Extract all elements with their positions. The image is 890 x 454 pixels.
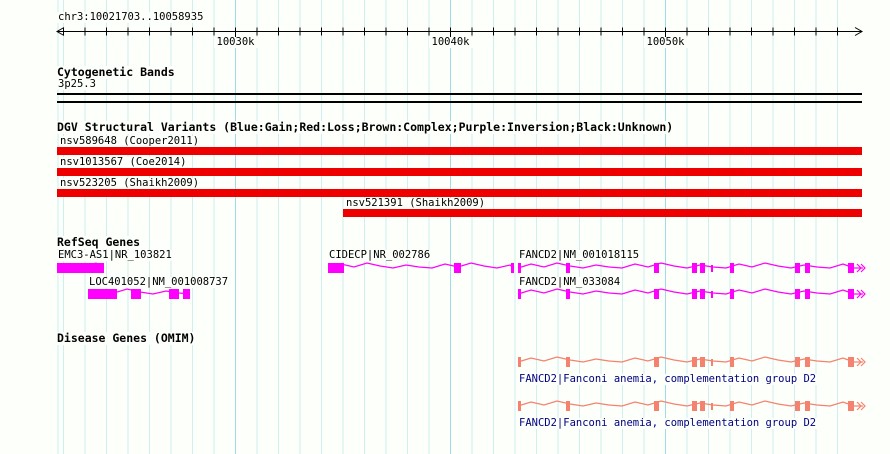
variant-label[interactable]: nsv523205 (Shaikh2009) bbox=[59, 177, 201, 189]
gene-label[interactable]: LOC401052|NM_001008737 bbox=[88, 276, 230, 288]
gene-label[interactable]: EMC3-AS1|NR_103821 bbox=[57, 249, 173, 261]
variant-label[interactable]: nsv589648 (Cooper2011) bbox=[59, 135, 201, 147]
ruler-tick-label: 10030k bbox=[213, 37, 258, 48]
ruler-tick-label: 10050k bbox=[643, 37, 688, 48]
gene-label[interactable]: FANCD2|Fanconi anemia, complementation g… bbox=[518, 417, 818, 429]
variant-label[interactable]: nsv1013567 (Coe2014) bbox=[59, 156, 188, 168]
dgv-section-title: DGV Structural Variants (Blue:Gain;Red:L… bbox=[57, 120, 674, 134]
refseq-section-title: RefSeq Genes bbox=[57, 235, 141, 249]
gene-label[interactable]: CIDECP|NR_002786 bbox=[328, 249, 432, 261]
omim-section-title: Disease Genes (OMIM) bbox=[57, 331, 196, 345]
region-label: chr3:10021703..10058935 bbox=[57, 11, 205, 23]
gene-structure[interactable] bbox=[86, 283, 208, 305]
variant-bar[interactable] bbox=[57, 147, 862, 155]
gene-label[interactable]: FANCD2|Fanconi anemia, complementation g… bbox=[518, 373, 818, 385]
cytoband-bar[interactable] bbox=[57, 93, 862, 103]
gene-structure[interactable] bbox=[516, 395, 872, 417]
gene-structure[interactable] bbox=[326, 257, 532, 279]
ruler-tick-label: 10040k bbox=[428, 37, 473, 48]
gene-label[interactable]: FANCD2|NM_033084 bbox=[518, 276, 622, 288]
cytoband-label[interactable]: 3p25.3 bbox=[57, 78, 97, 90]
gene-structure[interactable] bbox=[55, 257, 122, 279]
variant-bar[interactable] bbox=[343, 209, 862, 217]
gene-structure[interactable] bbox=[516, 283, 872, 305]
gene-structure[interactable] bbox=[516, 351, 872, 373]
variant-bar[interactable] bbox=[57, 168, 862, 176]
coordinate-ruler[interactable] bbox=[55, 27, 864, 39]
variant-bar[interactable] bbox=[57, 189, 862, 197]
gene-structure[interactable] bbox=[516, 257, 872, 279]
variant-label[interactable]: nsv521391 (Shaikh2009) bbox=[345, 197, 487, 209]
cytobands-section-title: Cytogenetic Bands bbox=[57, 65, 175, 79]
gene-label[interactable]: FANCD2|NM_001018115 bbox=[518, 249, 641, 261]
